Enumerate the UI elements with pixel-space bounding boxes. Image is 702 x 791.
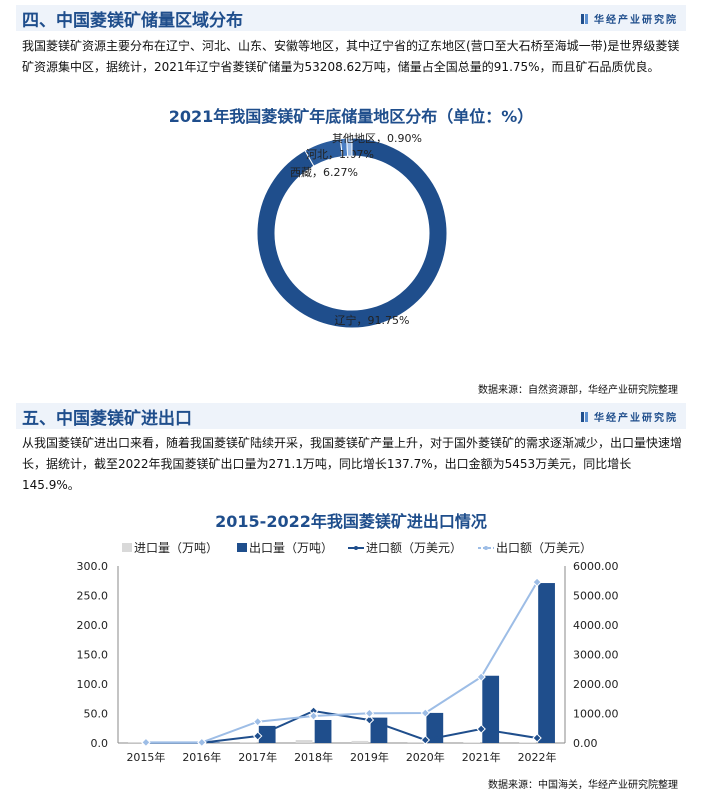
legend-label: 进口额（万美元） [366, 541, 462, 555]
section-header-reserves: 四、中国菱镁矿储量区域分布 华经产业研究院 [16, 5, 686, 31]
combo-chart-title: 2015-2022年我国菱镁矿进出口情况 [215, 512, 487, 531]
combo-chart: 0.0 50.0 100.0 150.0 200.0 250.0 300.0 0.00 1000… [77, 541, 619, 764]
import-volume-bar [295, 740, 313, 743]
x-tick-label: 2016年 [182, 750, 221, 764]
left-tick-label: 200.0 [77, 619, 109, 632]
brand-text: 华经产业研究院 [594, 15, 678, 26]
brand-logo: 华经产业研究院 [580, 409, 678, 424]
legend-label: 出口额（万美元） [496, 541, 592, 555]
slice-label: 西藏，6.27% [290, 166, 358, 179]
import-volume-bar [519, 742, 536, 743]
right-tick-label: 2000.00 [573, 678, 619, 691]
left-tick-label: 250.0 [77, 590, 109, 603]
donut-slice [256, 137, 448, 329]
slice-label: 其他地区，0.90% [332, 132, 422, 145]
import-value-point [420, 735, 431, 745]
left-tick-label: 0.0 [91, 737, 109, 750]
x-tick-label: 2015年 [126, 750, 165, 764]
right-tick-label: 1000.00 [573, 708, 619, 721]
slice-label: 河北，1.07% [306, 148, 374, 161]
brand-text: 华经产业研究院 [594, 413, 678, 424]
right-tick-label: 5000.00 [573, 590, 619, 603]
donut-chart-title: 2021年我国菱镁矿年底储量地区分布（单位：%） [168, 107, 534, 126]
right-tick-label: 0.00 [573, 737, 598, 750]
import-value-point [252, 731, 263, 741]
export-value-point [308, 711, 319, 721]
export-volume-bar [314, 719, 332, 743]
x-tick-label: 2019年 [350, 750, 389, 764]
slice-label: 辽宁，91.75% [335, 313, 410, 327]
import-volume-bar [407, 742, 425, 743]
export-volume-bar [202, 742, 220, 743]
export-volume-bar [426, 712, 444, 743]
import-value-line [145, 709, 538, 744]
right-tick-label: 3000.00 [573, 649, 619, 662]
import-volume-bar [351, 740, 369, 743]
right-tick-label: 6000.00 [573, 560, 619, 573]
import-volume-bar [239, 742, 257, 743]
export-value-point [364, 708, 375, 719]
x-tick-label: 2020年 [406, 750, 445, 764]
export-volume-bar [538, 583, 555, 743]
x-tick-label: 2018年 [294, 750, 333, 764]
export-value-point [420, 708, 431, 718]
import-value-point [532, 733, 542, 743]
source-note: 数据来源：自然资源部，华经产业研究院整理 [478, 385, 678, 396]
export-value-line [145, 581, 538, 744]
export-value-point [141, 737, 151, 748]
export-value-point [532, 577, 542, 587]
legend-marker [484, 546, 488, 550]
x-tick-label: 2021年 [462, 750, 501, 764]
legend-label: 进口量（万吨） [134, 541, 218, 555]
section-title: 五、中国菱镁矿进出口 [22, 409, 192, 429]
section-title: 四、中国菱镁矿储量区域分布 [22, 11, 243, 31]
legend-label: 出口量（万吨） [249, 541, 333, 555]
left-tick-label: 300.0 [77, 560, 109, 573]
export-volume-bar [482, 675, 500, 743]
section-paragraph: 我国菱镁矿资源主要分布在辽宁、河北、山东、安徽等地区，其中辽宁省的辽东地区(营口… [22, 39, 680, 74]
brand-logo: 华经产业研究院 [580, 11, 678, 26]
right-tick-label: 4000.00 [573, 619, 619, 632]
source-note: 数据来源：中国海关，华经产业研究院整理 [488, 780, 678, 791]
donut-chart: 辽宁，91.75% 西藏，6.27% 河北，1.07% 其他地区，0.90% [256, 132, 448, 329]
legend-swatch [237, 543, 247, 552]
import-volume-bar [463, 742, 481, 743]
donut-slice [346, 137, 353, 157]
export-value-point [197, 737, 207, 748]
export-value-point [476, 672, 486, 682]
left-tick-label: 100.0 [77, 678, 109, 691]
x-tick-label: 2022年 [518, 750, 557, 764]
left-tick-label: 50.0 [84, 708, 109, 721]
export-value-point [252, 716, 263, 727]
x-tick-label: 2017年 [238, 750, 277, 764]
legend-marker [354, 546, 358, 550]
section-header-trade: 五、中国菱镁矿进出口 华经产业研究院 [16, 403, 686, 429]
import-value-point [476, 724, 486, 734]
import-value-point [364, 715, 375, 725]
left-tick-label: 150.0 [77, 649, 109, 662]
section-paragraph: 从我国菱镁矿进出口来看，随着我国菱镁矿陆续开采，我国菱镁矿产量上升，对于国外菱镁… [22, 436, 683, 492]
legend-swatch [122, 543, 132, 552]
